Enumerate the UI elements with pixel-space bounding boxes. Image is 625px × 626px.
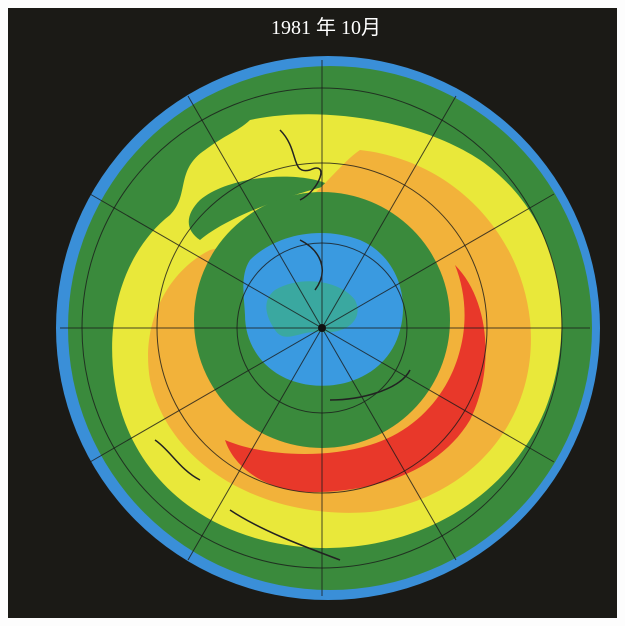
green-tongue bbox=[188, 176, 330, 240]
graticule bbox=[60, 60, 590, 596]
ozone-minimum-red bbox=[225, 265, 486, 493]
coastline bbox=[154, 129, 411, 561]
pole bbox=[318, 324, 326, 332]
hole-center bbox=[266, 281, 358, 337]
map-title: 1981 年 10月 bbox=[271, 16, 381, 39]
